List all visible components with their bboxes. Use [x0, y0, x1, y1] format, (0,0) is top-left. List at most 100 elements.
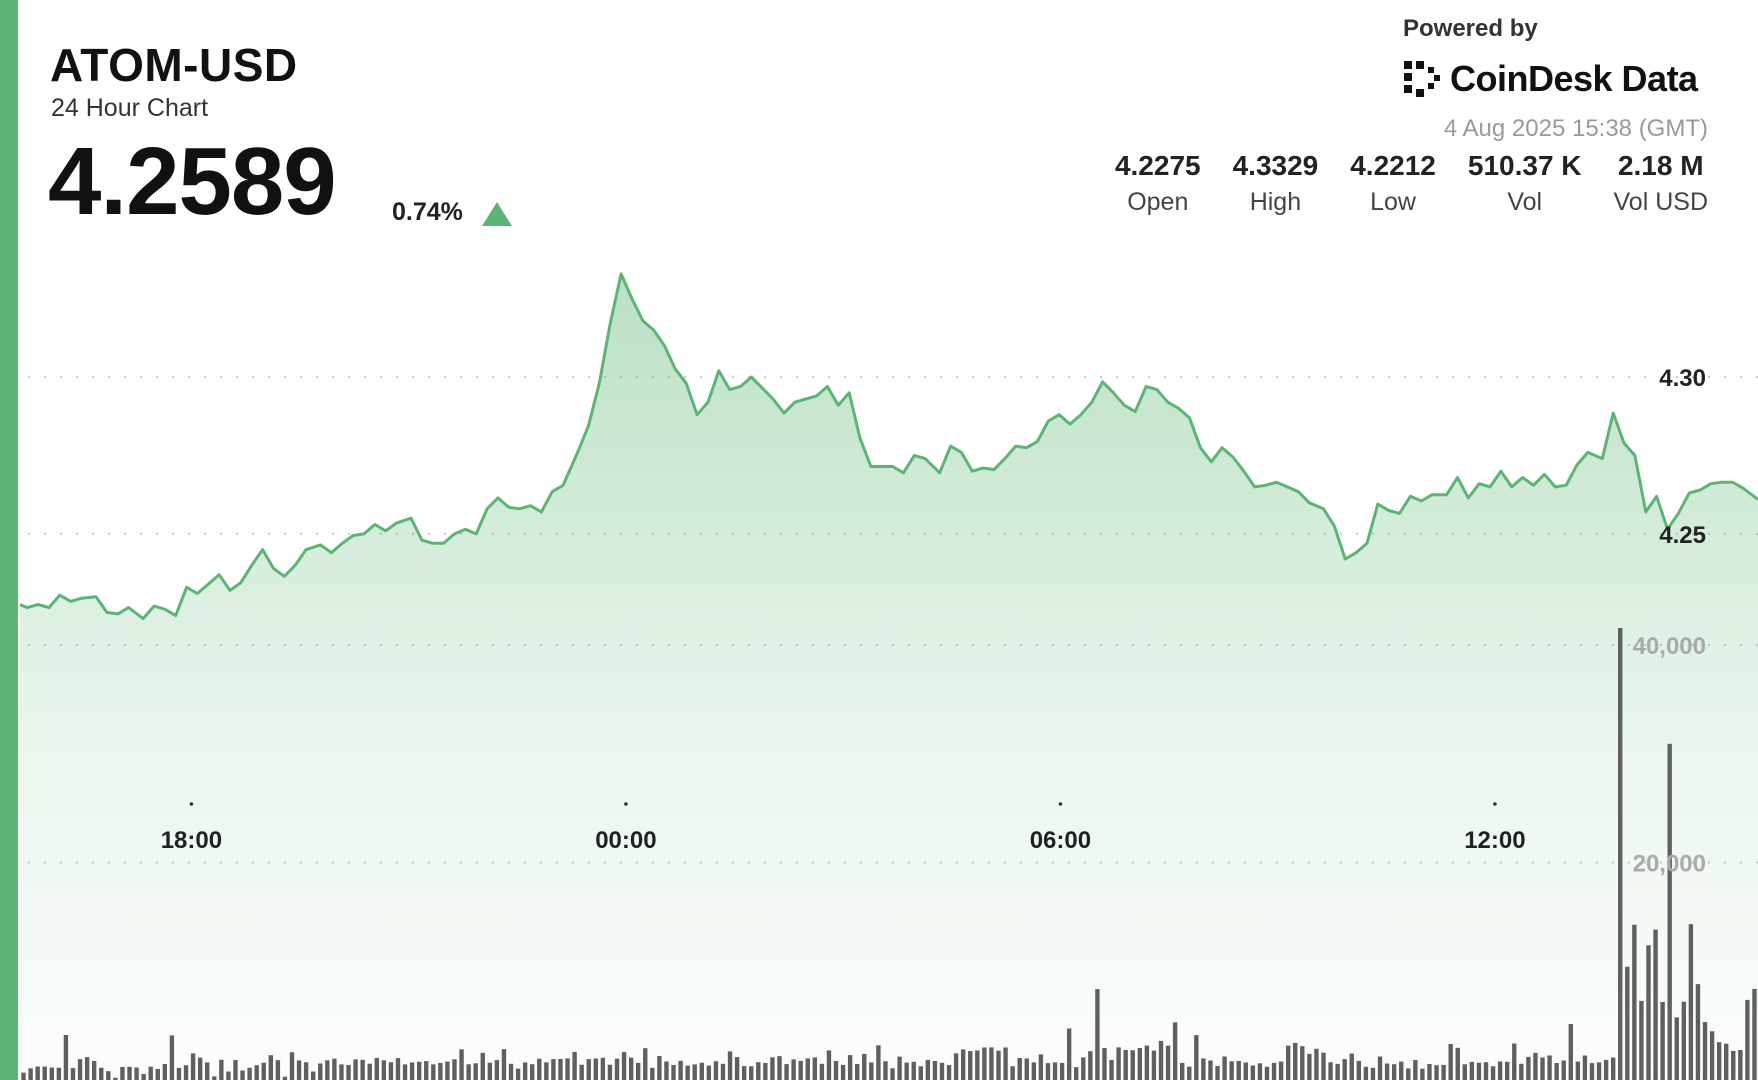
volume-bar — [996, 1050, 1001, 1080]
powered-by-label: Powered by — [1403, 15, 1538, 42]
volume-bar — [28, 1068, 33, 1080]
volume-bar — [360, 1059, 365, 1080]
volume-bar — [1229, 1061, 1234, 1080]
volume-bar — [1010, 1066, 1015, 1080]
chart-subtitle: 24 Hour Chart — [51, 94, 209, 122]
volume-bar — [1172, 1022, 1178, 1080]
volume-bar — [1575, 1061, 1581, 1080]
volume-bar — [318, 1063, 323, 1080]
volume-bar — [643, 1048, 648, 1080]
volume-bar — [869, 1062, 874, 1080]
volume-bar — [1709, 1031, 1715, 1080]
volume-bar — [628, 1057, 634, 1080]
volume-bar — [727, 1051, 733, 1080]
volume-bar — [1314, 1048, 1319, 1080]
stat-label: Vol — [1507, 188, 1543, 216]
volume-bar — [1215, 1065, 1220, 1080]
volume-bar — [1116, 1047, 1121, 1080]
stat-label: Open — [1127, 188, 1189, 216]
volume-bar — [763, 1063, 768, 1080]
volume-bar — [1384, 1063, 1390, 1080]
volume-bar — [713, 1061, 719, 1080]
volume-bars — [21, 628, 1757, 1080]
volume-bar — [1610, 1057, 1616, 1080]
volume-bar — [1095, 989, 1100, 1080]
stat-value: 2.18 M — [1617, 150, 1704, 181]
volume-bar — [84, 1057, 90, 1080]
volume-bar — [890, 1068, 895, 1080]
volume-bar — [1144, 1045, 1150, 1080]
volume-bar — [1490, 1066, 1496, 1080]
volume-bar — [162, 1064, 168, 1080]
volume-bar — [1031, 1062, 1037, 1080]
volume-bar — [1653, 929, 1658, 1080]
volume-bar — [833, 1061, 839, 1080]
volume-bar — [1059, 1062, 1065, 1080]
volume-bar — [720, 1063, 726, 1080]
stat-volume-usd: 2.18 M Vol USD — [1614, 150, 1708, 217]
x-tick-label: 06:00 — [1030, 827, 1091, 854]
volume-bar — [1081, 1057, 1086, 1080]
volume-bar — [1201, 1058, 1206, 1080]
volume-bar — [1335, 1063, 1340, 1080]
volume-bar — [438, 1063, 443, 1080]
volume-bar — [1632, 924, 1637, 1080]
volume-bar — [1589, 1063, 1595, 1080]
x-tick-mark — [624, 802, 628, 806]
x-axis: 18:00 00:00 06:00 12:00 — [161, 802, 1526, 854]
volume-bar — [904, 1062, 909, 1080]
volume-bar — [289, 1052, 295, 1080]
volume-bar — [247, 1067, 252, 1080]
volume-bar — [1724, 1043, 1729, 1080]
volume-bar — [1285, 1045, 1291, 1080]
volume-bar — [1321, 1052, 1326, 1080]
stat-label: Vol USD — [1613, 188, 1708, 216]
volume-bar — [1271, 1062, 1277, 1080]
volume-bar — [1123, 1050, 1128, 1080]
triangle-up-icon — [482, 202, 512, 226]
volume-bar — [77, 1059, 83, 1080]
volume-bar — [1519, 1063, 1524, 1080]
volume-bar — [1603, 1059, 1609, 1080]
volume-bar — [254, 1065, 259, 1080]
volume-tick-label: 40,000 — [1633, 633, 1706, 660]
coindesk-logo[interactable]: CoinDesk Data — [1402, 58, 1698, 100]
volume-bar — [473, 1063, 478, 1080]
volume-bar — [1088, 1051, 1093, 1080]
volume-bar — [1158, 1040, 1164, 1080]
volume-bar — [339, 1064, 344, 1080]
volume-bar — [1257, 1063, 1263, 1080]
x-tick-label: 12:00 — [1464, 827, 1525, 854]
volume-bar — [416, 1061, 422, 1080]
volume-bar — [1462, 1064, 1467, 1080]
volume-bar — [381, 1060, 387, 1080]
volume-bar — [1568, 1024, 1573, 1080]
volume-bar — [1194, 1035, 1199, 1080]
volume-bar — [1667, 743, 1672, 1080]
volume-bar — [353, 1059, 358, 1080]
volume-bar — [939, 1062, 945, 1080]
volume-bar — [1328, 1062, 1333, 1080]
stat-label: Low — [1370, 188, 1416, 216]
volume-bar — [56, 1067, 62, 1080]
volume-bar — [311, 1071, 316, 1080]
volume-bar — [212, 1076, 217, 1080]
stat-value: 4.2275 — [1114, 150, 1201, 181]
volume-bar — [650, 1067, 655, 1080]
volume-bar — [975, 1050, 980, 1080]
volume-bar — [1561, 1060, 1566, 1080]
volume-bar — [1017, 1058, 1022, 1080]
volume-bar — [1349, 1053, 1354, 1080]
volume-bar — [431, 1064, 436, 1080]
volume-bar — [1052, 1062, 1058, 1080]
volume-bar — [918, 1066, 923, 1080]
volume-bar — [1596, 1062, 1602, 1080]
x-tick-label: 00:00 — [595, 827, 656, 854]
volume-bar — [593, 1058, 598, 1080]
volume-bar — [1342, 1059, 1347, 1080]
price-change: 0.74% — [392, 198, 463, 226]
volume-bar — [953, 1053, 959, 1080]
volume-bar — [1420, 1068, 1425, 1080]
volume-bar — [1250, 1065, 1256, 1080]
